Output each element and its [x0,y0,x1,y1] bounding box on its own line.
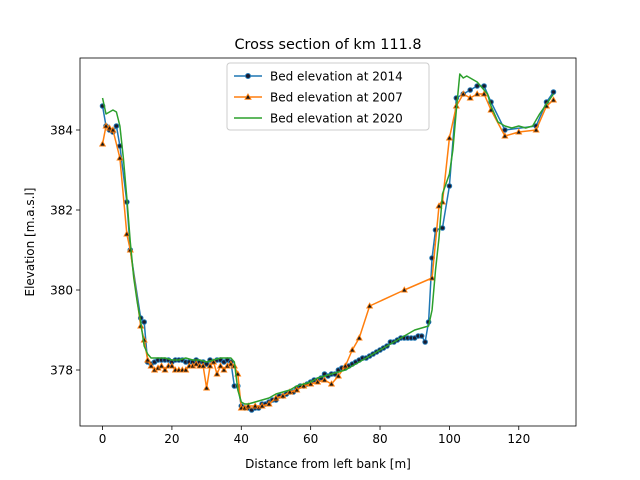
data-point [515,128,523,135]
legend: Bed elevation at 2014 Bed elevation at 20… [226,62,430,131]
data-point [220,366,228,373]
x-tick-label: 0 [99,432,107,446]
axes-frame [79,57,577,427]
data-point [157,362,166,369]
data-point [293,386,301,393]
data-point [279,392,287,399]
x-tick-label: 120 [507,432,530,446]
data-point [199,362,207,369]
data-point [116,154,124,161]
data-point [355,334,363,341]
series-bed-elevation-at-2020 [101,73,555,405]
data-point [272,394,280,401]
data-point [474,83,480,89]
x-tick-label: 40 [234,432,249,446]
data-point [480,90,488,97]
data-point [366,302,374,309]
data-point [227,360,235,367]
data-point [422,339,428,345]
data-point [123,230,131,237]
data-point [109,126,117,133]
y-tick-label: 378 [50,364,73,378]
data-point [203,384,211,391]
data-point [502,127,508,133]
data-point [418,333,425,339]
data-point [300,382,308,389]
data-point [251,402,259,409]
data-point [327,380,336,387]
data-point [459,90,467,97]
data-point [532,126,540,133]
y-axis: 378 380 382 384 [50,124,80,378]
data-point [400,286,408,293]
data-point [435,202,443,209]
plot-area [79,57,577,427]
chart-title: Cross section of km 111.8 [235,37,422,53]
data-point [307,380,315,387]
series-layer [98,73,558,413]
legend-marker [245,73,251,79]
legend-label: Bed elevation at 2007 [270,91,403,105]
legend-item: Bed elevation at 2007 [234,91,403,105]
legend-item: Bed elevation at 2014 [234,70,403,84]
data-point [144,356,152,363]
data-point [348,346,356,353]
data-point [549,96,558,103]
data-point [244,402,252,409]
data-point [334,372,342,379]
legend-box [226,62,430,131]
data-point [501,132,509,139]
data-point [147,362,155,369]
data-point [102,122,110,129]
data-point [473,90,481,97]
data-point [445,134,453,141]
series-line-bed-elevation-at-2020 [101,73,555,405]
x-tick-label: 20 [164,432,179,446]
data-point [182,366,190,373]
data-point [314,378,322,385]
data-point [209,358,218,365]
legend-item: Bed elevation at 2020 [234,112,403,126]
data-point [206,362,214,369]
data-point [213,370,221,377]
data-point [168,362,176,369]
data-point [320,376,329,383]
data-point [341,362,349,369]
x-axis: 0 20 40 60 80 100 120 [99,426,530,446]
data-point [105,124,114,131]
legend-marker [244,93,252,100]
x-axis-label: Distance from left bank [m] [245,457,411,471]
data-point [113,123,120,129]
data-point [265,400,273,407]
data-point [192,360,200,367]
y-tick-label: 384 [50,124,73,138]
x-tick-label: 60 [303,432,318,446]
data-point [141,319,147,325]
data-point [98,140,107,147]
y-tick-label: 382 [50,204,73,218]
data-point [428,274,436,281]
y-tick-label: 380 [50,284,73,298]
legend-label: Bed elevation at 2020 [270,112,403,126]
data-point [161,366,169,373]
data-point [550,89,557,95]
data-point [439,225,446,231]
data-point [467,87,474,93]
data-point [286,388,294,395]
x-tick-label: 100 [438,432,461,446]
data-point [466,94,474,101]
data-point [258,402,266,409]
data-point [216,362,225,369]
data-point [481,83,487,89]
x-tick-label: 80 [372,432,387,446]
data-point [446,183,453,189]
legend-label: Bed elevation at 2014 [270,70,403,84]
y-axis-label: Elevation [m.a.s.l] [23,188,37,297]
